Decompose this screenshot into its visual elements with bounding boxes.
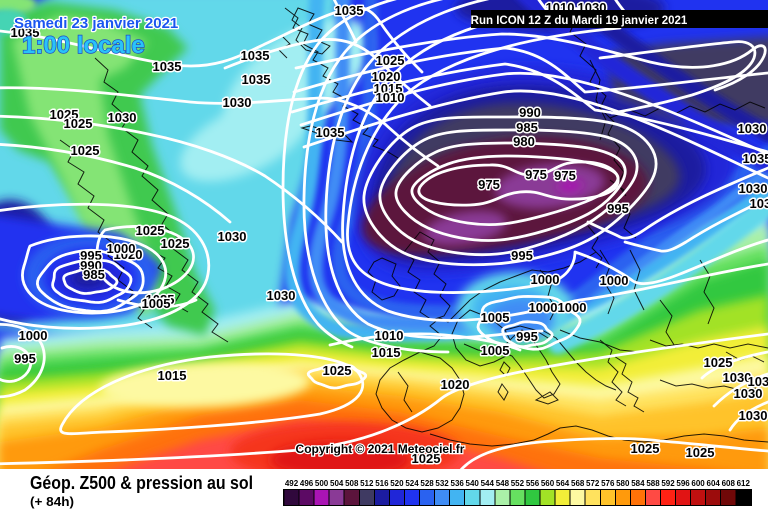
svg-text:532: 532 [435,479,449,488]
svg-text:528: 528 [420,479,434,488]
svg-text:1000: 1000 [19,328,48,343]
svg-text:1035: 1035 [153,59,182,74]
svg-text:568: 568 [571,479,585,488]
svg-text:496: 496 [300,479,314,488]
svg-text:985: 985 [83,267,105,282]
svg-text:1000: 1000 [558,300,587,315]
svg-text:520: 520 [390,479,404,488]
svg-text:1010: 1010 [375,328,404,343]
svg-text:1025: 1025 [704,355,733,370]
svg-text:1025: 1025 [136,223,165,238]
svg-text:1035: 1035 [241,48,270,63]
svg-text:576: 576 [601,479,615,488]
svg-text:596: 596 [676,479,690,488]
svg-text:552: 552 [511,479,525,488]
svg-text:540: 540 [466,479,480,488]
svg-text:572: 572 [586,479,600,488]
svg-text:1005: 1005 [481,310,510,325]
svg-text:1030: 1030 [723,370,752,385]
svg-text:1030: 1030 [108,110,137,125]
svg-text:524: 524 [405,479,419,488]
svg-text:512: 512 [360,479,374,488]
svg-text:1000: 1000 [529,300,558,315]
svg-text:1035: 1035 [335,3,364,18]
svg-text:1020: 1020 [114,247,143,262]
svg-text:995: 995 [607,201,629,216]
svg-text:612: 612 [737,479,751,488]
svg-text:584: 584 [631,479,645,488]
svg-text:1035: 1035 [242,72,271,87]
svg-text:536: 536 [451,479,465,488]
svg-text:990: 990 [80,258,102,273]
svg-text:1015: 1015 [372,345,401,360]
svg-text:995: 995 [14,351,36,366]
svg-text:1005: 1005 [481,343,510,358]
svg-text:1000: 1000 [600,273,629,288]
svg-text:1025: 1025 [686,445,715,460]
svg-text:1030: 1030 [267,288,296,303]
svg-text:980: 980 [513,134,535,149]
svg-text:1000: 1000 [531,272,560,287]
svg-text:1030: 1030 [739,408,768,423]
svg-text:995: 995 [516,329,538,344]
svg-text:1025: 1025 [71,143,100,158]
svg-text:995: 995 [80,248,102,263]
svg-text:1005: 1005 [142,296,171,311]
svg-text:(+ 84h): (+ 84h) [30,494,74,509]
svg-text:1025: 1025 [631,441,660,456]
svg-text:1025: 1025 [50,107,79,122]
svg-text:600: 600 [691,479,705,488]
svg-text:1025: 1025 [412,451,441,466]
svg-text:Copyright © 2021 Meteociel.fr: Copyright © 2021 Meteociel.fr [296,442,465,456]
svg-text:492: 492 [285,479,299,488]
svg-text:1030: 1030 [738,121,767,136]
svg-text:985: 985 [516,120,538,135]
svg-text:1:00 locale: 1:00 locale [22,32,145,59]
svg-text:592: 592 [661,479,675,488]
svg-text:1030: 1030 [223,95,252,110]
svg-text:560: 560 [541,479,555,488]
svg-text:508: 508 [345,479,359,488]
svg-text:604: 604 [707,479,721,488]
svg-text:1015: 1015 [374,81,403,96]
svg-text:1035: 1035 [316,125,345,140]
svg-text:995: 995 [511,248,533,263]
svg-text:990: 990 [519,105,541,120]
svg-text:1020: 1020 [372,69,401,84]
svg-text:608: 608 [722,479,736,488]
svg-text:975: 975 [554,168,576,183]
svg-text:Géop. Z500 & pression au sol: Géop. Z500 & pression au sol [30,473,253,493]
svg-text:975: 975 [525,167,547,182]
svg-text:588: 588 [646,479,660,488]
svg-text:1025: 1025 [323,363,352,378]
svg-text:975: 975 [478,177,500,192]
svg-text:1030: 1030 [739,181,768,196]
svg-text:516: 516 [375,479,389,488]
svg-text:1025: 1025 [146,292,175,307]
svg-text:1030: 1030 [734,386,763,401]
svg-text:1020: 1020 [441,377,470,392]
svg-text:1035: 1035 [11,25,40,40]
svg-text:Run ICON 12 Z du Mardi 19 janv: Run ICON 12 Z du Mardi 19 janvier 2021 [471,15,688,27]
svg-text:1000: 1000 [107,241,136,256]
svg-text:1030: 1030 [748,374,768,389]
svg-text:500: 500 [315,479,329,488]
svg-text:504: 504 [330,479,344,488]
svg-text:548: 548 [496,479,510,488]
svg-text:580: 580 [616,479,630,488]
svg-text:564: 564 [556,479,570,488]
svg-text:1015: 1015 [158,368,187,383]
svg-text:544: 544 [481,479,495,488]
svg-text:1030: 1030 [218,229,247,244]
svg-text:1025: 1025 [376,53,405,68]
svg-text:1010: 1010 [376,90,405,105]
svg-text:Samedi 23 janvier 2021: Samedi 23 janvier 2021 [14,15,178,32]
svg-text:1035: 1035 [750,196,768,211]
svg-text:1025: 1025 [64,116,93,131]
svg-text:1035: 1035 [743,151,768,166]
svg-text:1025: 1025 [161,236,190,251]
svg-text:556: 556 [526,479,540,488]
